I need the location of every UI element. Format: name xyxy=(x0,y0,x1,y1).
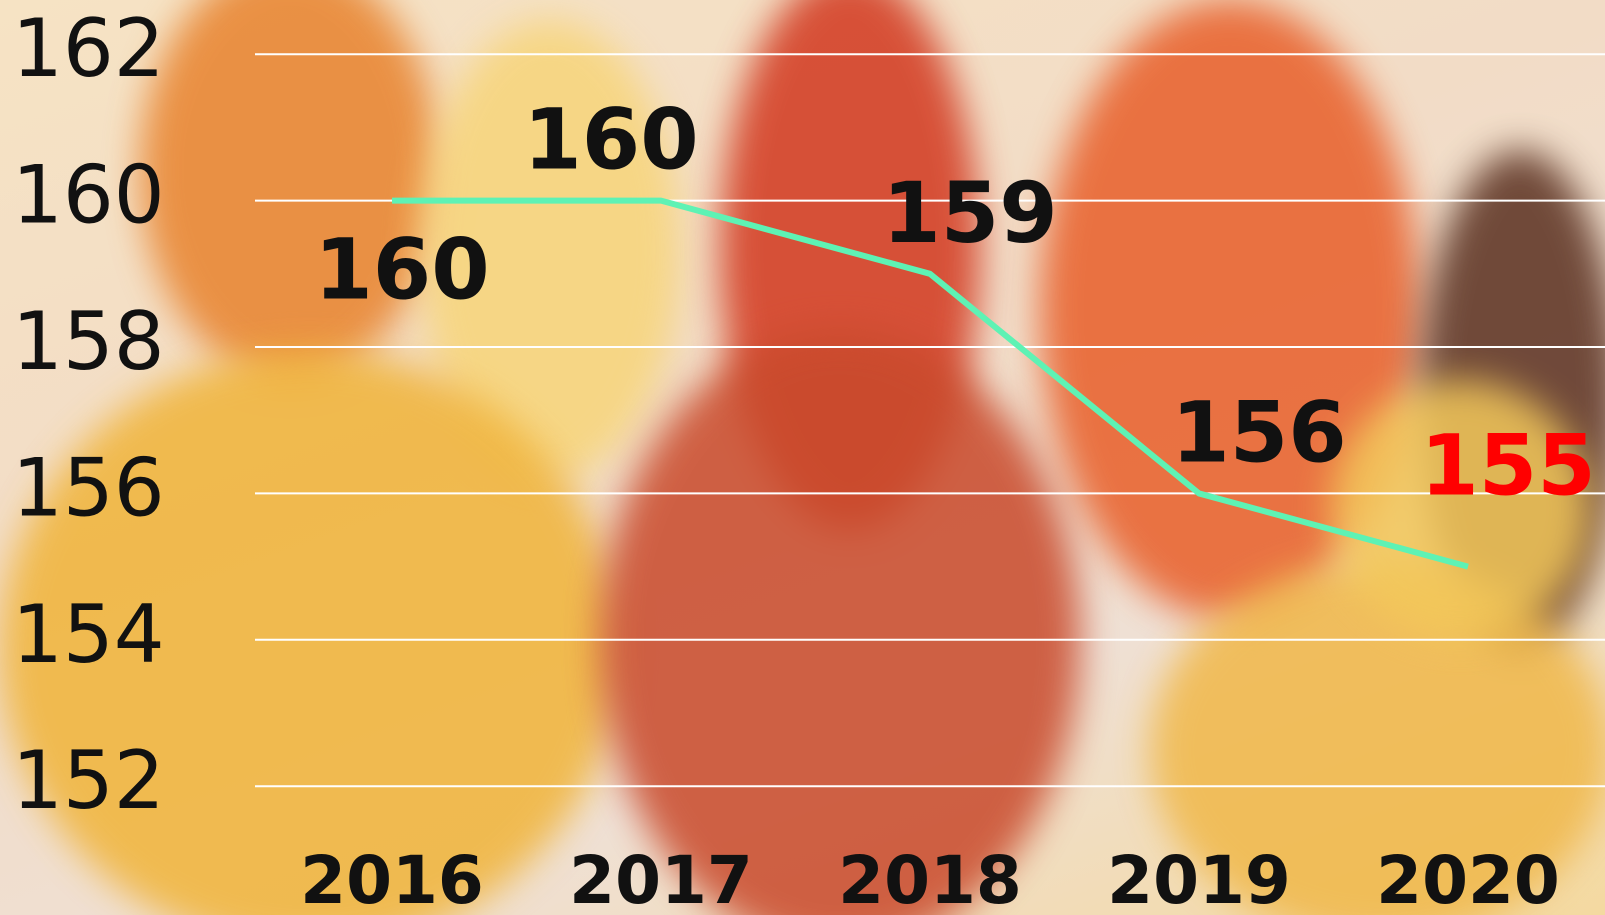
y-tick-label: 152 xyxy=(12,734,165,827)
y-tick-label: 154 xyxy=(12,588,165,681)
x-tick-label: 2019 xyxy=(1107,842,1291,915)
x-tick-label: 2017 xyxy=(569,842,753,915)
data-label: 160 xyxy=(314,221,489,319)
data-label: 155 xyxy=(1420,417,1595,515)
x-tick-label: 2020 xyxy=(1376,842,1560,915)
x-tick-label: 2016 xyxy=(300,842,484,915)
y-tick-label: 156 xyxy=(12,441,165,534)
chart: 152 154 156 158 160 162 2016 2017 2018 2019 2020 16… xyxy=(0,0,1605,915)
data-label: 159 xyxy=(882,164,1057,262)
y-tick-label: 160 xyxy=(12,149,165,242)
x-tick-label: 2018 xyxy=(838,842,1022,915)
data-label: 160 xyxy=(523,91,698,189)
data-label: 156 xyxy=(1171,383,1346,481)
y-tick-label: 158 xyxy=(12,295,165,388)
page: 152 154 156 158 160 162 2016 2017 2018 2019 2020 16… xyxy=(0,0,1605,915)
y-tick-label: 162 xyxy=(12,2,165,95)
